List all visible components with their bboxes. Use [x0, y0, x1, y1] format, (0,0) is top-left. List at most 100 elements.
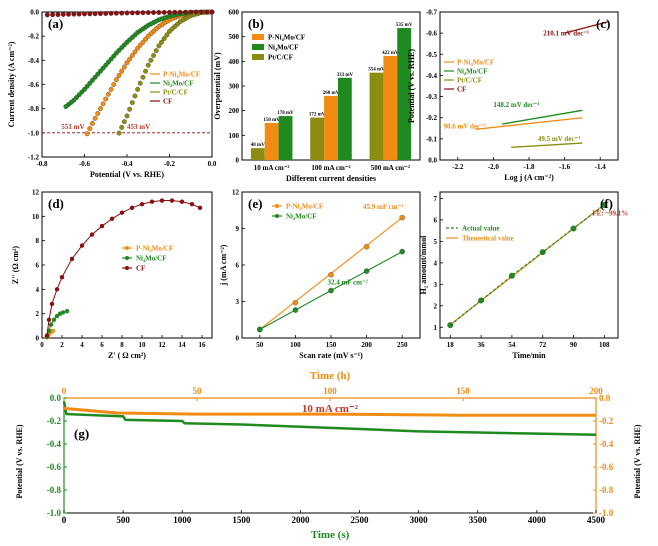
- d-point: [54, 313, 60, 319]
- a-ytick-label: -0.2: [28, 33, 40, 41]
- a-point-3: [44, 12, 50, 18]
- a-point-3: [92, 11, 98, 17]
- a-ytick-label: -0.6: [28, 81, 40, 89]
- g-ytick-label: -0.2: [47, 416, 62, 426]
- a-xtick-label: 0.0: [208, 160, 217, 168]
- d-ytick-label: 2: [36, 310, 40, 318]
- d-ytick-label: 4: [36, 286, 40, 294]
- f-ytick-label: 7: [434, 195, 438, 203]
- d-legend-label: CF: [136, 265, 145, 273]
- d-point: [64, 309, 70, 314]
- g-xtick-label: 1000: [173, 515, 192, 525]
- d-point: [109, 216, 115, 221]
- d-point: [129, 205, 135, 211]
- a-point-2: [124, 113, 130, 119]
- a-point-3: [167, 9, 172, 15]
- e-xtick-label: 200: [361, 341, 372, 349]
- a-point-3: [60, 11, 66, 17]
- d-point: [99, 223, 105, 229]
- d-point: [197, 205, 203, 211]
- a-point-0: [105, 91, 111, 97]
- f-ytick-label: 6: [434, 216, 438, 224]
- a-point-0: [132, 49, 138, 55]
- b-ytick-label: 300: [229, 83, 240, 91]
- a-point-2: [132, 93, 138, 99]
- d-xtick-label: 8: [120, 341, 124, 349]
- b-ytick-label: 600: [229, 9, 240, 17]
- b-legend-swatch: [252, 54, 264, 60]
- a-point-2: [121, 119, 127, 125]
- d-ytick-label: 6: [36, 262, 40, 270]
- c-xtick-label: -1.4: [595, 163, 607, 171]
- b-bar: [278, 116, 293, 160]
- e-panel-label: (e): [248, 196, 262, 211]
- a-legend-label: P-Ni₄Mo/CF: [163, 71, 200, 79]
- c-legend-label: Ni₄Mo/CF: [457, 68, 487, 76]
- e-legend-marker: [275, 204, 279, 208]
- a-xtick-label: -0.8: [36, 160, 48, 168]
- a-point-3: [172, 9, 178, 15]
- a-point-3: [113, 10, 119, 16]
- e-xtick-label: 100: [290, 341, 301, 349]
- g-xtick-label: 2000: [291, 515, 310, 525]
- e-ytick-label: 12: [232, 189, 240, 197]
- d-ytick-label: 8: [36, 237, 40, 245]
- panel-f-frame: [439, 191, 619, 339]
- d-panel-label: (d): [48, 196, 64, 211]
- a-point-0: [87, 126, 93, 132]
- a-point-0: [111, 82, 117, 87]
- g-xtick-label: 3000: [410, 515, 429, 525]
- e-slope-label: 32.4 mF cm⁻²: [327, 278, 367, 286]
- d-point: [54, 287, 60, 292]
- a-ytick-label: -0.4: [28, 57, 40, 65]
- a-point-0: [119, 68, 125, 74]
- g-y2tick-label: -1.0: [599, 508, 614, 518]
- g-xtick-label: 2500: [351, 515, 370, 525]
- b-bar-label: 535 mV: [396, 23, 413, 28]
- a-legend-label: Pt/C/CF: [163, 89, 188, 97]
- f-panel-label: (f): [600, 196, 613, 211]
- b-category-label: 100 mA cm⁻²: [311, 164, 350, 172]
- f-ytick-label: 5: [434, 238, 438, 246]
- f-point: [539, 249, 546, 256]
- g-y2label: Potential (V vs. RHE): [633, 424, 642, 498]
- d-point: [139, 201, 145, 207]
- a-point-3: [145, 10, 151, 16]
- g-panel-label: (g): [74, 426, 89, 441]
- panel-c-frame: [439, 11, 619, 161]
- e-slope-label: 45.9 mF cm⁻²: [363, 203, 403, 211]
- d-point: [149, 199, 155, 204]
- d-xtick-label: 0: [40, 341, 44, 349]
- a-point-2: [135, 86, 141, 92]
- d-point: [79, 243, 85, 248]
- a-point-0: [92, 115, 98, 121]
- f-fe-label: FE: ~99.1%: [592, 210, 628, 218]
- d-ytick-label: 10: [32, 213, 40, 221]
- e-point: [363, 243, 370, 250]
- c-tafel-label: 148.2 mV dec⁻¹: [493, 101, 539, 109]
- a-point-0: [129, 53, 135, 58]
- a-point-3: [124, 10, 130, 16]
- f-point: [508, 272, 515, 279]
- g-x2tick-label: 100: [323, 386, 337, 396]
- f-ytick-label: 1: [434, 324, 438, 332]
- e-ytick-label: 9: [236, 225, 240, 233]
- a-point-3: [71, 11, 77, 17]
- a-point-3: [87, 11, 93, 17]
- a-point-3: [82, 11, 87, 17]
- a-point-1: [63, 104, 69, 110]
- c-legend-label: CF: [457, 86, 466, 94]
- b-bar: [397, 28, 412, 161]
- a-ann-551: 551 mV: [61, 123, 84, 131]
- g-x2tick-label: 50: [193, 386, 203, 396]
- c-legend-label: Pt/C/CF: [457, 77, 482, 85]
- a-point-3: [103, 10, 109, 16]
- e-ylabel: j (mA cm⁻²): [219, 244, 228, 286]
- a-point-0: [116, 72, 122, 78]
- e-xtick-label: 150: [326, 341, 337, 349]
- a-point-2: [129, 100, 135, 106]
- a-point-2: [148, 57, 154, 63]
- c-tafel-label: 210.1 mV dec⁻¹: [543, 29, 589, 37]
- a-point-0: [113, 77, 119, 83]
